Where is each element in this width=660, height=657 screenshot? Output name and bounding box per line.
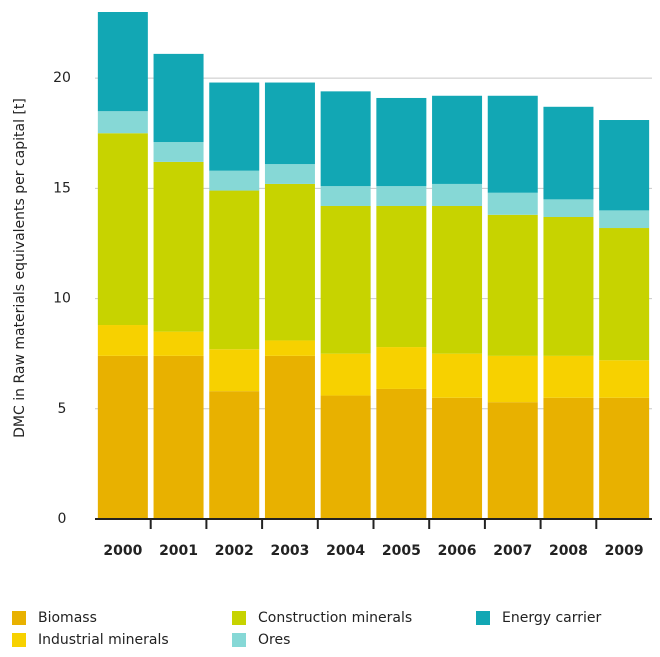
- x-tick-label: 2006: [438, 543, 477, 559]
- bar-segment: [97, 355, 148, 519]
- bar-segment: [376, 205, 427, 348]
- bar-segment: [432, 397, 483, 519]
- legend-label: Energy carrier: [502, 610, 602, 626]
- bar-segment: [209, 170, 260, 191]
- y-axis-label: DMC in Raw materials equivalents per cap…: [12, 98, 28, 438]
- bar-segment: [264, 340, 315, 356]
- legend-label: Construction minerals: [258, 610, 412, 626]
- bar-segment: [153, 142, 204, 162]
- y-tick-label: 0: [58, 511, 67, 527]
- bar-segment: [320, 395, 371, 519]
- bar-segment: [487, 355, 538, 403]
- legend-swatch: [12, 611, 26, 625]
- bar-segment: [376, 388, 427, 519]
- x-tick-label: 2002: [215, 543, 254, 559]
- bar-segment: [97, 12, 148, 112]
- bar-segment: [209, 391, 260, 519]
- bar-segment: [153, 355, 204, 519]
- x-tick-label: 2005: [382, 543, 421, 559]
- x-tick-label: 2008: [549, 543, 588, 559]
- bar-segment: [599, 120, 650, 211]
- bar-segment: [599, 228, 650, 361]
- bar-segment: [543, 106, 594, 200]
- bar-segment: [376, 97, 427, 187]
- legend-swatch: [232, 611, 246, 625]
- y-tick-label: 15: [53, 180, 71, 196]
- bar-segment: [264, 164, 315, 184]
- bar-segment: [543, 199, 594, 218]
- x-tick-label: 2004: [326, 543, 365, 559]
- bar-segment: [599, 210, 650, 229]
- legend-label: Ores: [258, 632, 290, 648]
- bar-segment: [487, 192, 538, 215]
- bar-segment: [599, 360, 650, 398]
- bar-segment: [153, 53, 204, 143]
- bar-segment: [432, 183, 483, 206]
- x-tick-label: 2007: [493, 543, 532, 559]
- legend-swatch: [476, 611, 490, 625]
- bar-segment: [97, 111, 148, 134]
- bar-segment: [432, 205, 483, 354]
- bar-segment: [97, 133, 148, 326]
- bar-segment: [432, 353, 483, 398]
- bar-segment: [153, 331, 204, 356]
- x-tick-label: 2003: [270, 543, 309, 559]
- bar-segment: [376, 347, 427, 389]
- bar-segment: [264, 355, 315, 519]
- bar-segment: [599, 397, 650, 519]
- bar-segment: [320, 205, 371, 354]
- bar-segment: [209, 349, 260, 392]
- bar-segment: [487, 95, 538, 193]
- bar-segment: [487, 214, 538, 356]
- legend-swatch: [232, 633, 246, 647]
- bar-segment: [320, 353, 371, 396]
- bar-segment: [543, 217, 594, 356]
- legend-label: Biomass: [38, 610, 97, 626]
- bar-segment: [264, 82, 315, 165]
- y-tick-label: 5: [58, 401, 67, 417]
- bar-segment: [97, 325, 148, 356]
- bar-segment: [153, 161, 204, 332]
- bar-segment: [487, 402, 538, 519]
- bar-segment: [209, 190, 260, 350]
- bar-segment: [543, 355, 594, 398]
- x-tick-label: 2000: [103, 543, 142, 559]
- bar-segment: [320, 91, 371, 187]
- bar-segment: [209, 82, 260, 171]
- bar-segment: [320, 186, 371, 206]
- bar-segment: [376, 186, 427, 206]
- bar-segment: [264, 183, 315, 341]
- x-tick-label: 2001: [159, 543, 198, 559]
- y-tick-label: 10: [53, 291, 71, 307]
- y-tick-label: 20: [53, 70, 71, 86]
- x-tick-label: 2009: [605, 543, 644, 559]
- legend-swatch: [12, 633, 26, 647]
- legend-label: Industrial minerals: [38, 632, 169, 648]
- bar-segment: [543, 397, 594, 519]
- bar-segment: [432, 95, 483, 184]
